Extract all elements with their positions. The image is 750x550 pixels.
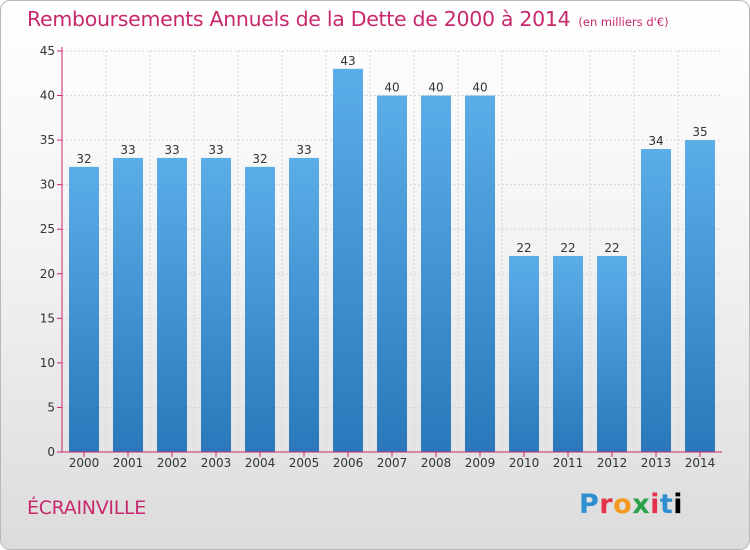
x-tick-label: 2002 bbox=[157, 456, 188, 470]
bar bbox=[201, 157, 231, 452]
x-tick-label: 2006 bbox=[333, 456, 364, 470]
bar bbox=[333, 68, 363, 453]
data-label: 40 bbox=[384, 81, 399, 95]
logo-letter: o bbox=[613, 489, 633, 520]
x-tick-label: 2011 bbox=[553, 456, 584, 470]
x-tick-label: 2010 bbox=[509, 456, 540, 470]
data-label: 32 bbox=[76, 152, 91, 166]
bars: 32 33 33 33 32 33 43 40 40 40 22 22 22 34 35 bbox=[69, 54, 715, 453]
bar bbox=[69, 166, 99, 452]
bar bbox=[157, 157, 187, 452]
data-label: 22 bbox=[604, 241, 619, 255]
bar bbox=[377, 95, 407, 453]
x-tick-label: 2000 bbox=[69, 456, 100, 470]
bar bbox=[641, 149, 671, 452]
x-tick-label: 2005 bbox=[289, 456, 320, 470]
y-tick-label: 5 bbox=[47, 400, 55, 414]
y-tick-label: 10 bbox=[40, 356, 55, 370]
proxiti-logo: Proxiti bbox=[579, 489, 683, 520]
bar bbox=[553, 255, 583, 452]
logo-letter: x bbox=[632, 489, 651, 520]
bar bbox=[509, 255, 539, 452]
chart-title: Remboursements Annuels de la Dette de 20… bbox=[27, 7, 669, 31]
data-label: 33 bbox=[296, 143, 311, 157]
x-tick-label: 2001 bbox=[113, 456, 144, 470]
y-tick-label: 15 bbox=[40, 311, 55, 325]
y-tick-label: 30 bbox=[40, 178, 55, 192]
data-label: 35 bbox=[692, 125, 707, 139]
x-tick-label: 2014 bbox=[685, 456, 716, 470]
logo-letter: r bbox=[599, 489, 614, 520]
data-label: 40 bbox=[428, 81, 443, 95]
x-tick-label: 2009 bbox=[465, 456, 496, 470]
bar bbox=[421, 95, 451, 453]
data-label: 33 bbox=[120, 143, 135, 157]
bar bbox=[245, 166, 275, 452]
logo-letter: t bbox=[659, 489, 674, 520]
data-label: 43 bbox=[340, 54, 355, 68]
axes: 0 5 10 15 20 25 30 35 40 45 2000 2001 2002 2003 2004 20… bbox=[40, 44, 722, 470]
y-tick-label: 20 bbox=[40, 267, 55, 281]
bar bbox=[597, 255, 627, 452]
x-tick-label: 2008 bbox=[421, 456, 452, 470]
bar bbox=[685, 140, 715, 452]
y-tick-label: 45 bbox=[40, 44, 55, 58]
logo-letter: i bbox=[650, 489, 660, 520]
bar bbox=[113, 157, 143, 452]
logo-letter: i bbox=[673, 489, 684, 520]
chart-title-text: Remboursements Annuels de la Dette de 20… bbox=[27, 7, 571, 31]
data-label: 33 bbox=[208, 143, 223, 157]
data-label: 33 bbox=[164, 143, 179, 157]
y-tick-label: 35 bbox=[40, 133, 55, 147]
x-tick-label: 2012 bbox=[597, 456, 628, 470]
data-label: 40 bbox=[472, 81, 487, 95]
y-tick-label: 40 bbox=[40, 89, 55, 103]
logo-letter: P bbox=[579, 489, 600, 520]
data-label: 32 bbox=[252, 152, 267, 166]
bar bbox=[289, 157, 319, 452]
bar bbox=[465, 95, 495, 453]
x-tick-label: 2013 bbox=[641, 456, 672, 470]
x-tick-label: 2007 bbox=[377, 456, 408, 470]
data-label: 22 bbox=[560, 241, 575, 255]
x-tick-label: 2003 bbox=[201, 456, 232, 470]
x-tick-label: 2004 bbox=[245, 456, 276, 470]
y-tick-label: 0 bbox=[47, 445, 55, 459]
y-tick-label: 25 bbox=[40, 222, 55, 236]
chart-unit: (en milliers d'€) bbox=[578, 15, 669, 29]
commune-name: ÉCRAINVILLE bbox=[27, 497, 146, 519]
data-label: 22 bbox=[516, 241, 531, 255]
data-label: 34 bbox=[648, 134, 663, 148]
